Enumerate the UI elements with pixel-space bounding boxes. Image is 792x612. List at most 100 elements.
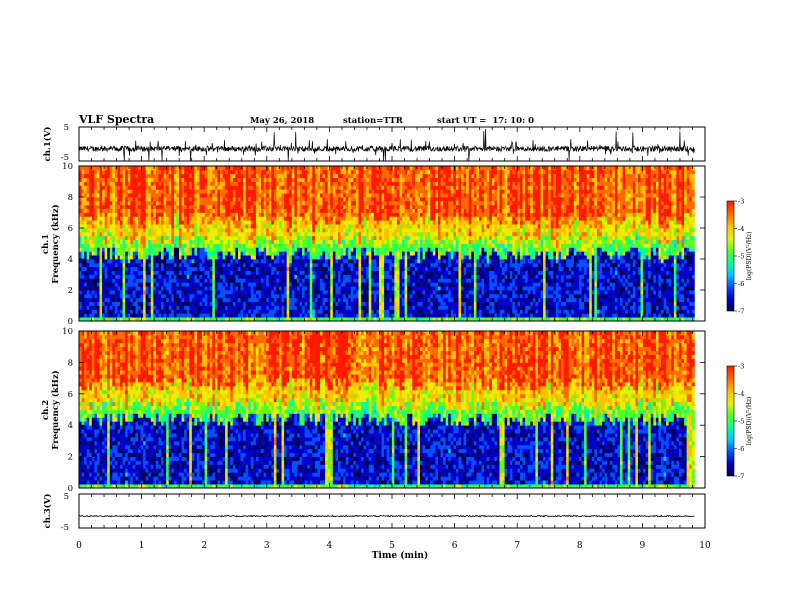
ch1-spectrogram-cell xyxy=(363,220,367,225)
ch1-spectrogram-cell xyxy=(373,286,377,291)
ch1-spectrogram-cell xyxy=(179,247,182,252)
ch1-spectrogram-cell xyxy=(291,293,295,299)
ch1-spectrogram-cell xyxy=(278,282,282,287)
ch1-spectrogram-cell xyxy=(245,228,249,233)
ch1-spectrogram-cell xyxy=(340,301,344,306)
ch1-spectrogram-cell xyxy=(248,169,252,175)
ch1-spectrogram-cell xyxy=(127,208,131,213)
ch1-spectrogram-cell xyxy=(148,193,152,198)
ch1-spectrogram-cell xyxy=(161,293,165,299)
ch1-spectrogram-cell xyxy=(199,262,203,268)
ch1-spectrogram-cell xyxy=(358,313,362,318)
ch1-spectrogram-cell xyxy=(171,274,175,279)
ch1-spectrogram-cell xyxy=(355,200,359,206)
ch1-spectrogram-cell xyxy=(353,290,357,295)
ch1-spectrogram-cell xyxy=(373,224,377,229)
ch1-spectrogram-cell xyxy=(276,235,280,241)
ch1-spectrogram-cell xyxy=(312,239,316,244)
ch1-spectrogram-cell xyxy=(337,204,341,210)
ch1-spectrogram-cell xyxy=(368,313,372,318)
ch1-spectrogram-cell xyxy=(155,239,159,244)
ch1-spectrogram-cell xyxy=(373,305,377,310)
ch1-spectrogram-cell xyxy=(109,301,113,306)
ch1-spectrogram-cell xyxy=(361,193,364,198)
ch1-spectrogram-cell xyxy=(322,293,326,299)
ch1-spectrogram-cell xyxy=(340,173,344,179)
ch1-spectrogram-cell xyxy=(243,243,247,248)
ch1-spectrogram-cell xyxy=(245,259,249,264)
ch1-spectrogram-cell xyxy=(330,220,334,225)
ch1-spectrogram-cell xyxy=(191,224,195,229)
ch1-spectrogram-cell xyxy=(389,317,393,322)
ch1-spectrogram-cell xyxy=(363,305,367,310)
ch1-spectrogram-cell xyxy=(368,305,372,310)
ch1-spectrogram-cell xyxy=(299,317,303,322)
ch1-spectrogram-cell xyxy=(255,177,259,182)
ch1-spectrogram-cell xyxy=(99,166,103,171)
ch1-spectrogram-cell xyxy=(176,309,180,314)
ch1-spectrogram-cell xyxy=(181,259,185,264)
ch1-spectrogram-cell xyxy=(155,247,159,252)
ch1-spectrogram-cell xyxy=(358,286,362,291)
ch1-spectrogram-cell xyxy=(202,266,206,272)
ch1-spectrogram-cell xyxy=(214,239,218,244)
ch1-spectrogram-cell xyxy=(127,247,131,252)
ch1-spectrogram-cell xyxy=(240,290,244,295)
ch1-spectrogram-cell xyxy=(248,286,252,291)
ch1-spectrogram-cell xyxy=(263,224,267,229)
ch1-spectrogram-cell xyxy=(230,169,234,175)
ch1-spectrogram-cell xyxy=(386,239,390,244)
ch1-spectrogram-cell xyxy=(163,181,167,186)
ch1-spectrogram-cell xyxy=(235,177,239,182)
ch1-spectrogram-cell xyxy=(284,293,288,299)
ch1-spectrogram-cell xyxy=(158,189,162,194)
ch1-spectrogram-cell xyxy=(114,274,118,279)
ch1-spectrogram-cell xyxy=(381,239,385,244)
ch1-spectrogram-cell xyxy=(171,231,175,237)
ch1-spectrogram-cell xyxy=(371,297,375,303)
ch1-spectrogram-cell xyxy=(209,208,213,213)
ch1-spectrogram-cell xyxy=(289,305,293,310)
ch1-spectrogram-cell xyxy=(166,270,170,275)
ch1-spectrogram-cell xyxy=(286,181,290,186)
ch1-spectrogram-cell xyxy=(91,212,95,217)
ch1-spectrogram-cell xyxy=(299,270,303,275)
ch1-spectrogram-cell xyxy=(155,313,159,318)
ch1-waveform-line xyxy=(78,128,695,162)
ch1-spectrogram-cell xyxy=(237,270,241,275)
ch1-spectrogram-cell xyxy=(361,251,364,256)
ch1-spectrogram-cell xyxy=(307,255,311,260)
ch1-spectrogram-cell xyxy=(266,216,270,221)
ch1-spectrogram-cell xyxy=(276,313,280,318)
ch1-spectrogram-cell xyxy=(386,247,390,252)
ch1-spectrogram-cell xyxy=(189,173,193,179)
ch1-spectrogram-cell xyxy=(355,235,359,241)
ch1-spectrogram-cell xyxy=(104,169,108,175)
ch1-spectrogram-cell xyxy=(332,193,336,198)
ch1-spectrogram-cell xyxy=(355,204,359,210)
ch1-spectrogram-cell xyxy=(253,185,257,190)
ch1-spectrogram-cell xyxy=(225,208,229,213)
ch1-spectrogram-cell xyxy=(143,317,147,322)
ch1-spectrogram-cell xyxy=(109,228,113,233)
ch1-spectrogram-cell xyxy=(281,185,285,190)
ch1-spectrogram-cell xyxy=(317,247,321,252)
ch1-spectrogram-cell xyxy=(166,297,170,303)
ch1-spectrogram-cell xyxy=(281,297,285,303)
ch1-spectrogram-cell xyxy=(176,228,180,233)
ch1-spectrogram-cell xyxy=(222,216,226,221)
ch1-spectrogram-cell xyxy=(309,293,313,299)
ch1-spectrogram-cell xyxy=(125,251,129,256)
ch1-spectrogram-cell xyxy=(135,313,139,318)
ch1-spectrogram-cell xyxy=(273,305,277,310)
ch1-spectrogram-cell xyxy=(335,286,339,291)
ch1-spectrogram-cell xyxy=(268,305,272,310)
ch1-spectrogram-cell xyxy=(181,286,185,291)
ch1-spectrogram-cell xyxy=(314,208,318,213)
ch1-spectrogram-cell xyxy=(248,220,252,225)
ch1-spectrogram-cell xyxy=(120,224,123,229)
ch1-spectrogram-cell xyxy=(302,286,306,291)
ch1-spectrogram-cell xyxy=(330,274,334,279)
ch1-spectrogram-cell xyxy=(186,301,190,306)
ch1-spectrogram-cell xyxy=(232,208,236,213)
